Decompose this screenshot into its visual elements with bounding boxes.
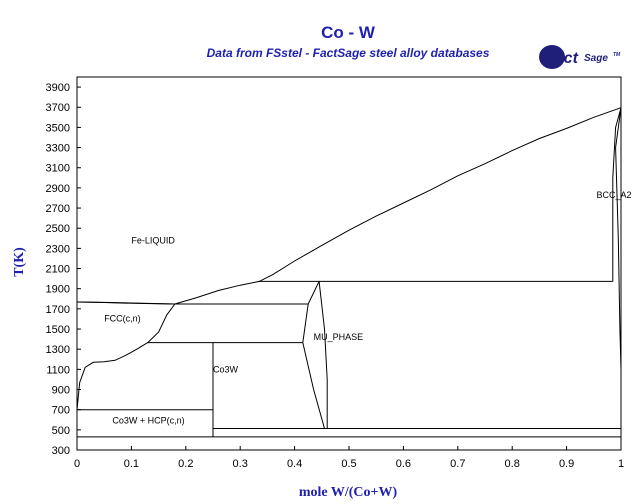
region-bcc: BCC_A2	[597, 190, 632, 200]
logo-trademark-text: TM	[613, 52, 621, 58]
series-line-liquidus-w-rich	[174, 107, 622, 305]
x-tick-label: 0.5	[341, 458, 356, 470]
chart-subtitle: Data from FSstel - FactSage steel alloy …	[207, 46, 490, 60]
y-tick-label: 1100	[46, 364, 70, 376]
y-tick-label: 3100	[46, 163, 70, 175]
x-tick-label: 0.9	[559, 458, 574, 470]
x-tick-label: 0	[74, 458, 80, 470]
factsage-logo: Fact Sage TM	[539, 45, 621, 69]
y-tick-label: 1500	[46, 324, 70, 336]
region-co3w: Co3W	[213, 364, 239, 374]
y-axis-label: T(K)	[12, 247, 27, 277]
y-tick-label: 1700	[46, 304, 70, 316]
region-fe-liquid: Fe-LIQUID	[131, 235, 175, 245]
region-co3w-hcp: Co3W + HCP(c,n)	[112, 415, 184, 425]
y-tick-label: 3500	[46, 122, 70, 134]
phase-boundaries	[76, 107, 622, 438]
y-tick-label: 3300	[46, 143, 70, 155]
y-tick-label: 2700	[46, 203, 70, 215]
series-line-fcc-hcp-boundary	[76, 342, 148, 410]
y-tick-label: 1300	[46, 344, 70, 356]
y-tick-label: 2500	[46, 223, 70, 235]
y-tick-label: 900	[52, 385, 70, 397]
x-tick-label: 0.3	[233, 458, 248, 470]
y-tick-label: 2300	[46, 243, 70, 255]
region-fcc: FCC(c,n)	[104, 313, 141, 323]
logo-main-text: Fact	[545, 50, 579, 67]
x-tick-label: 1	[618, 458, 624, 470]
y-tick-label: 500	[52, 425, 70, 437]
series-line-mu-phase-left	[302, 281, 325, 429]
x-tick-label: 0.6	[396, 458, 411, 470]
region-labels: Fe-LIQUID FCC(c,n) Co3W MU_PHASE Co3W + HCP(…	[104, 190, 631, 425]
y-tick-label: 2100	[46, 264, 70, 276]
y-tick-label: 300	[52, 445, 70, 457]
series-line-mu-phase-right	[318, 281, 328, 429]
y-tick-label: 1900	[46, 284, 70, 296]
y-tick-label: 3900	[46, 82, 70, 94]
x-tick-label: 0.8	[505, 458, 520, 470]
series-line-fcc-solvus-w-rich	[147, 303, 176, 343]
x-tick-label: 0.4	[287, 458, 302, 470]
x-tick-label: 0.1	[124, 458, 139, 470]
y-tick-label: 3700	[46, 102, 70, 114]
series-line-bcc-solvus-right	[615, 107, 622, 370]
y-tick-label: 700	[52, 405, 70, 417]
region-mu-phase: MU_PHASE	[314, 332, 364, 342]
series-line-bcc-solvus	[612, 107, 622, 282]
series-line-fcc-solidus	[76, 301, 175, 305]
y-tick-label: 2900	[46, 183, 70, 195]
x-axis-label: mole W/(Co+W)	[299, 485, 398, 500]
logo-swoosh-icon	[539, 45, 565, 69]
logo-super-text: Sage	[584, 53, 608, 64]
x-tick-label: 0.2	[178, 458, 193, 470]
x-tick-label: 0.7	[450, 458, 465, 470]
axis-ticks: 0 0.1 0.2 0.3 0.4 0.5 0.6 0.7 0.8 0.9 130050070090…	[46, 82, 625, 470]
plot-frame	[76, 76, 622, 451]
chart-title: Co - W	[321, 23, 376, 42]
